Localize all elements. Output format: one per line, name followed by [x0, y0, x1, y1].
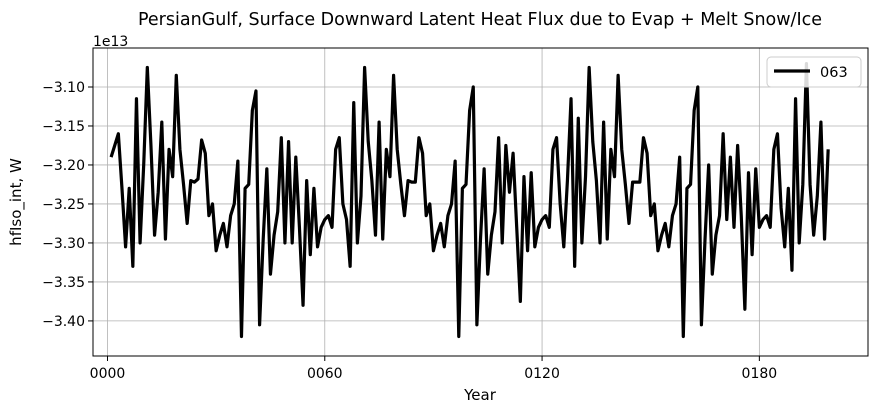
y-tick-label: −3.30 [42, 236, 85, 252]
x-axis-ticks: 0000 0060 0120 0180 [90, 356, 778, 382]
y-tick-label: −3.15 [42, 119, 85, 135]
legend: 063 [766, 56, 862, 88]
x-tick-label: 0120 [524, 366, 560, 382]
y-axis-label: hfIso_int, W [7, 158, 26, 246]
chart-title: PersianGulf, Surface Downward Latent Hea… [138, 10, 822, 30]
axes-frame [92, 47, 869, 357]
y-axis-ticks: −3.40 −3.35 −3.30 −3.25 −3.20 −3.15 −3.10 [42, 80, 93, 330]
grid [93, 48, 868, 356]
x-axis-label: Year [463, 386, 497, 404]
x-tick-label: 0180 [742, 366, 778, 382]
x-tick-label: 0000 [90, 366, 126, 382]
legend-box [766, 56, 862, 88]
legend-label-063: 063 [820, 65, 848, 81]
y-tick-label: −3.20 [42, 158, 85, 174]
y-tick-label: −3.10 [42, 80, 85, 96]
y-tick-label: −3.25 [42, 197, 85, 213]
y-tick-label: −3.40 [42, 314, 85, 330]
y-tick-label: −3.35 [42, 275, 85, 291]
y-offset-text: 1e13 [93, 34, 128, 50]
x-tick-label: 0060 [307, 366, 343, 382]
series-line-063 [109, 61, 830, 339]
